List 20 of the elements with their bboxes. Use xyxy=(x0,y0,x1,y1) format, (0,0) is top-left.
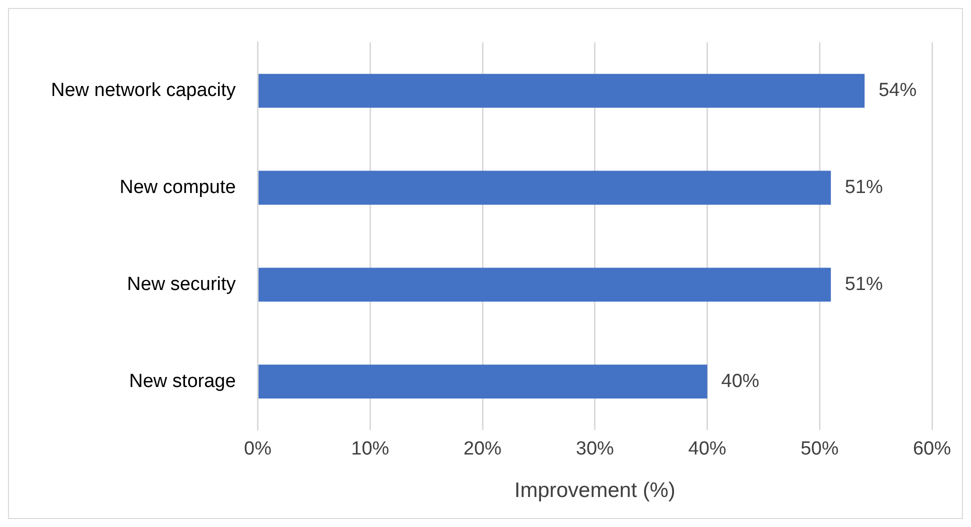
y-tick-label: New compute xyxy=(120,176,236,198)
bar xyxy=(258,170,831,205)
bar xyxy=(258,268,831,302)
data-label: 51% xyxy=(844,274,884,295)
x-axis-title: Improvement (%) xyxy=(514,479,676,502)
y-tick-label: New security xyxy=(127,274,236,295)
x-tick-label: 40% xyxy=(688,438,726,460)
x-tick-label: 50% xyxy=(800,438,839,460)
data-label: 40% xyxy=(721,370,760,392)
bar xyxy=(258,364,708,399)
data-label: 54% xyxy=(878,80,917,102)
x-tick-label: 30% xyxy=(576,438,614,460)
data-label: 51% xyxy=(844,176,884,198)
y-tick-label: New network capacity xyxy=(51,80,236,102)
x-tick-label: 10% xyxy=(351,438,390,460)
x-tick-label: 0% xyxy=(244,438,272,460)
x-tick-label: 20% xyxy=(464,438,502,460)
x-tick-label: 60% xyxy=(912,438,952,460)
y-tick-label: New storage xyxy=(129,370,236,392)
bar xyxy=(258,74,865,108)
